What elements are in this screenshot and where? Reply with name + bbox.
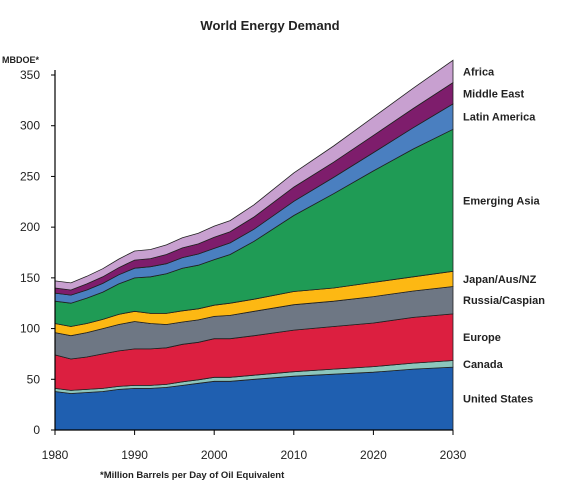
x-axis-ticks: 1980 1990 2000 2010 2020 2030: [42, 430, 467, 462]
legend-label-canada: Canada: [463, 359, 504, 371]
axes-group: [54, 70, 453, 431]
y-tick-label: 350: [20, 68, 40, 82]
y-tick-label: 300: [20, 119, 40, 133]
x-tick-label: 1990: [121, 448, 148, 462]
x-tick-label: 2010: [280, 448, 307, 462]
legend-label-russia-caspian: Russia/Caspian: [463, 295, 545, 307]
x-tick-label: 2030: [440, 448, 467, 462]
y-tick-label: 200: [20, 220, 40, 234]
area-series-group: [54, 59, 454, 431]
y-tick-label: 250: [20, 169, 40, 183]
y-tick-label: 0: [33, 423, 40, 437]
legend-label-middle-east: Middle East: [463, 88, 524, 100]
y-tick-label: 100: [20, 322, 40, 336]
y-tick-label: 150: [20, 271, 40, 285]
chart-title: World Energy Demand: [200, 18, 339, 33]
legend-label-united-states: United States: [463, 394, 533, 406]
area-africa: [54, 59, 454, 291]
y-axis-unit-label: MBDOE*: [2, 55, 39, 65]
legend-label-europe: Europe: [463, 332, 501, 344]
x-tick-label: 2000: [201, 448, 228, 462]
y-axis-ticks: 0 50 100 150 200 250 300 350: [20, 68, 55, 437]
legend-label-emerging-asia: Emerging Asia: [463, 195, 540, 207]
x-tick-label: 2020: [360, 448, 387, 462]
y-tick-label: 50: [27, 372, 41, 386]
x-tick-label: 1980: [42, 448, 69, 462]
legend: United States Canada Europe Russia/Caspian J…: [463, 66, 545, 405]
footnote: *Million Barrels per Day of Oil Equivale…: [100, 470, 285, 481]
legend-label-africa: Africa: [463, 66, 495, 78]
legend-label-latin-america: Latin America: [463, 112, 536, 124]
legend-label-japan-aus-nz: Japan/Aus/NZ: [463, 274, 537, 286]
